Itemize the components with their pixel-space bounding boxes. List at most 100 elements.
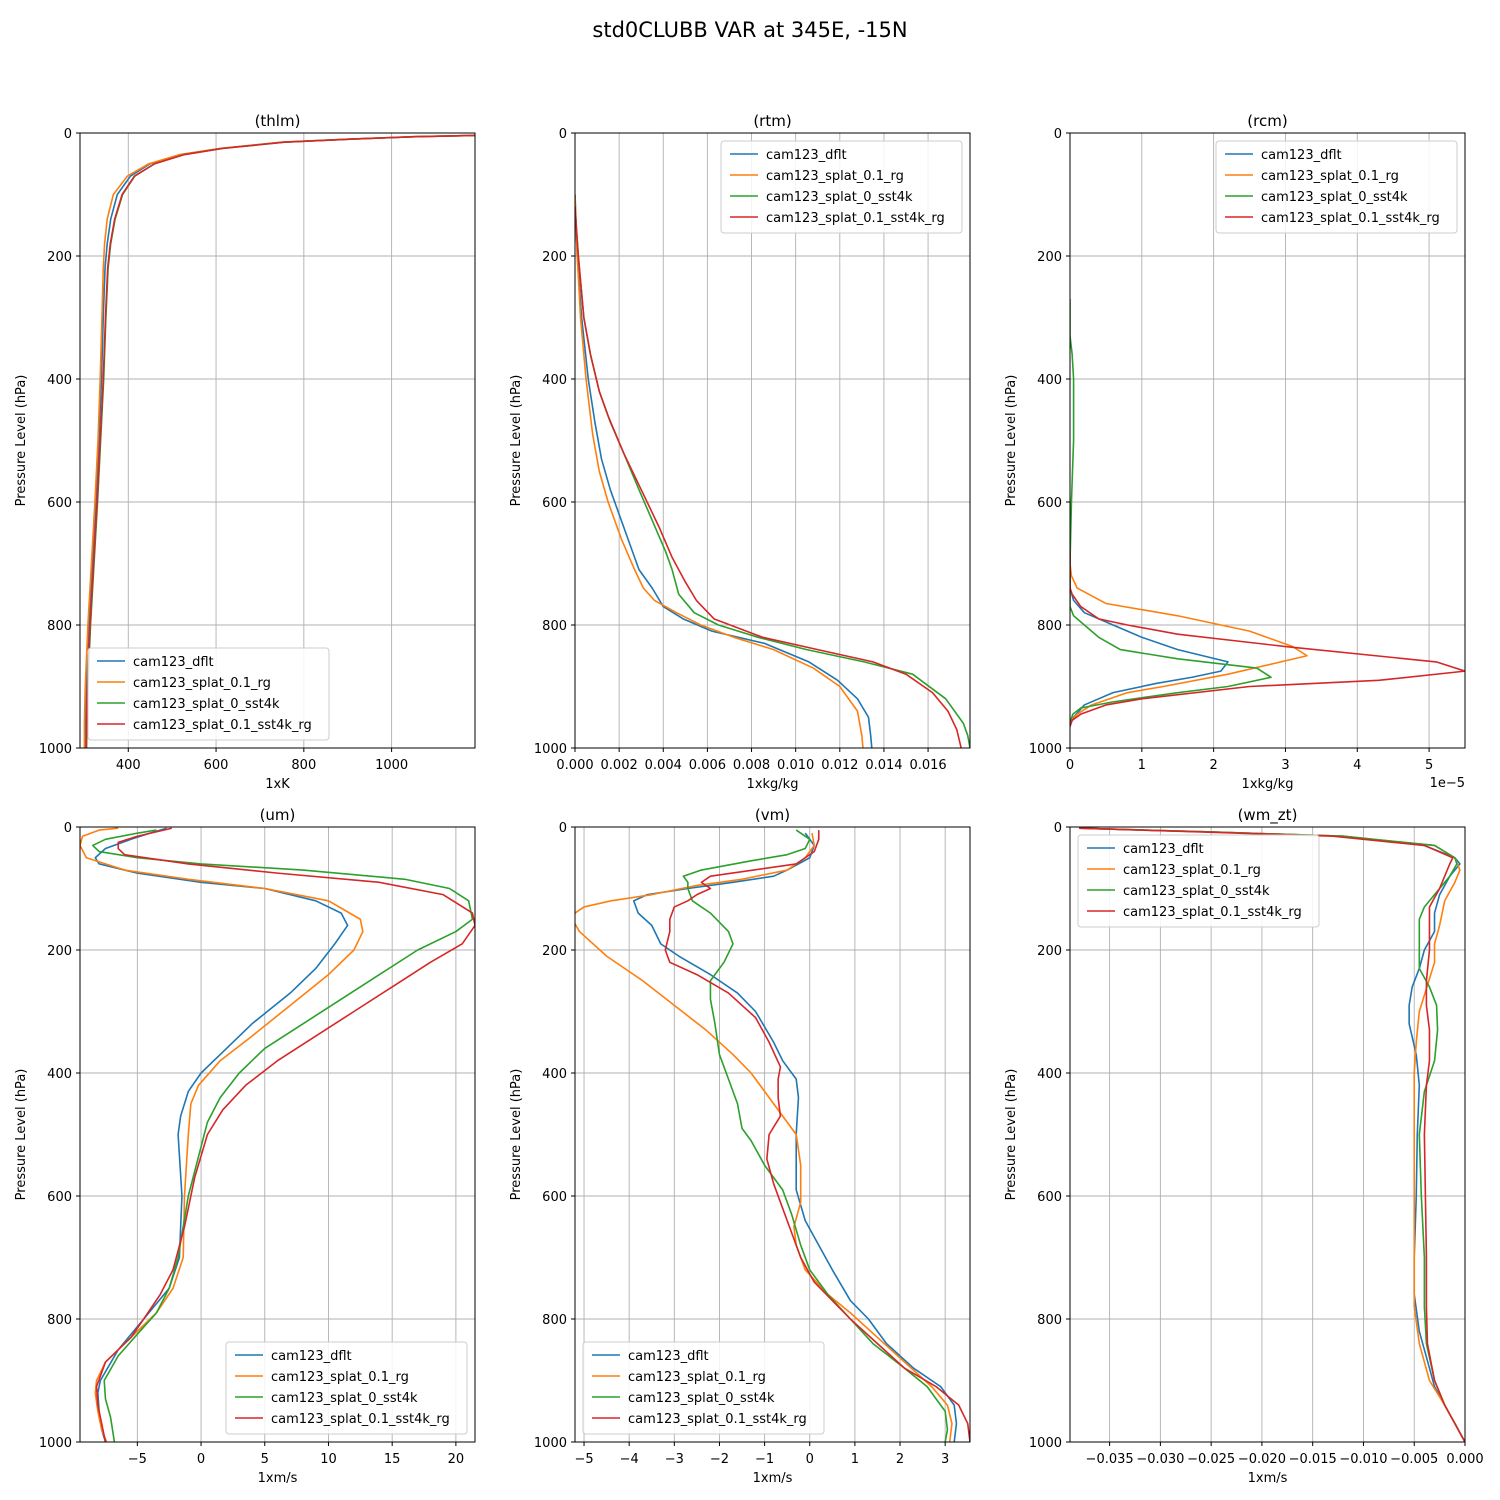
y-tick-label: 200	[542, 250, 567, 265]
legend-label: cam123_splat_0.1_rg	[1261, 169, 1399, 184]
x-tick-label: 0.000	[556, 758, 593, 773]
chart-panel-0: 400 600 800 1000 0 200 400 600 800 1000 (thlm) 1xK P…	[14, 112, 476, 792]
x-tick-label: −4	[620, 1452, 639, 1467]
series-line-cam123_splat_0.1_sst4k_rg	[95, 827, 475, 1442]
legend-label: cam123_splat_0.1_sst4k_rg	[628, 1412, 807, 1427]
y-tick-label: 600	[1037, 496, 1062, 511]
y-axis-label: Pressure Level (hPa)	[14, 375, 29, 507]
x-tick-label: 1	[1138, 758, 1146, 773]
y-tick-label: 0	[1054, 127, 1062, 142]
legend-label: cam123_splat_0.1_rg	[1123, 863, 1261, 878]
x-tick-label: 20	[448, 1452, 465, 1467]
legend-label: cam123_splat_0.1_rg	[628, 1370, 766, 1385]
series-line-cam123_splat_0_sst4k	[682, 829, 949, 1442]
x-tick-label: 5	[1425, 758, 1433, 773]
legend-label: cam123_splat_0_sst4k	[766, 190, 913, 205]
panel-title: (rtm)	[753, 112, 791, 130]
y-tick-label: 200	[47, 250, 72, 265]
y-tick-label: 800	[1037, 619, 1062, 634]
x-tick-label: 5	[261, 1452, 269, 1467]
y-tick-label: 800	[47, 619, 72, 634]
x-tick-label: 1	[851, 1452, 859, 1467]
x-tick-label: 600	[204, 758, 229, 773]
series-line-cam123_dflt	[1070, 532, 1229, 727]
legend: cam123_dflt cam123_splat_0.1_rg cam123_spl…	[1215, 140, 1458, 234]
legend-label: cam123_splat_0_sst4k	[271, 1391, 418, 1406]
panel-title: (um)	[260, 806, 296, 824]
y-tick-label: 1000	[39, 742, 72, 757]
x-axis-label: 1xm/s	[1248, 1471, 1288, 1486]
series-line-cam123_splat_0.1_sst4k_rg	[575, 206, 962, 748]
y-tick-label: 400	[542, 373, 567, 388]
y-tick-label: 0	[559, 821, 567, 836]
plot-frame	[79, 132, 476, 749]
x-tick-label: −0.015	[1289, 1452, 1337, 1467]
x-tick-label: 0	[806, 1452, 814, 1467]
x-axis-label: 1xK	[265, 777, 290, 792]
legend-label: cam123_splat_0.1_rg	[271, 1370, 409, 1385]
x-tick-label: 0.012	[821, 758, 858, 773]
x-tick-label: 400	[116, 758, 141, 773]
x-tick-label: 0.004	[645, 758, 682, 773]
series-line-cam123_splat_0.1_sst4k_rg	[1070, 551, 1465, 727]
legend-label: cam123_dflt	[766, 148, 847, 163]
series-line-cam123_splat_0_sst4k	[1079, 827, 1465, 1442]
x-tick-label: 1000	[375, 758, 408, 773]
chart-panel-4: −5 −4 −3 −2 −1 0 1 2 3 0 200 400 600 800 1000 (vm) 1xm/s…	[509, 806, 971, 1486]
legend-label: cam123_splat_0.1_sst4k_rg	[1261, 211, 1440, 226]
plot-frame	[1069, 826, 1466, 1443]
x-tick-label: −5	[128, 1452, 147, 1467]
legend-label: cam123_splat_0.1_rg	[133, 676, 271, 691]
plot-frame	[79, 826, 476, 1443]
x-tick-label: −0.025	[1187, 1452, 1235, 1467]
x-tick-label: −3	[665, 1452, 684, 1467]
legend-label: cam123_dflt	[271, 1349, 352, 1364]
series-line-cam123_splat_0.1_sst4k_rg	[664, 830, 970, 1442]
y-tick-label: 1000	[534, 742, 567, 757]
x-tick-label: −0.030	[1136, 1452, 1184, 1467]
x-tick-label: 10	[320, 1452, 337, 1467]
x-axis-label: 1xkg/kg	[1242, 777, 1294, 792]
legend-label: cam123_dflt	[628, 1349, 709, 1364]
y-tick-label: 400	[542, 1067, 567, 1082]
legend-box	[582, 1341, 825, 1435]
y-tick-label: 800	[542, 619, 567, 634]
series-line-cam123_splat_0.1_rg	[575, 194, 864, 748]
y-tick-label: 0	[559, 127, 567, 142]
figure-title: std0CLUBB VAR at 345E, -15N	[592, 18, 907, 42]
y-tick-label: 600	[542, 1190, 567, 1205]
legend-label: cam123_splat_0_sst4k	[1123, 884, 1270, 899]
legend-label: cam123_splat_0.1_sst4k_rg	[271, 1412, 450, 1427]
x-tick-label: 2	[1209, 758, 1217, 773]
x-tick-label: 0.014	[865, 758, 902, 773]
series-line-cam123_splat_0_sst4k	[575, 206, 970, 748]
plot-frame	[574, 132, 971, 749]
y-tick-label: 600	[542, 496, 567, 511]
y-tick-label: 200	[47, 944, 72, 959]
x-tick-label: 3	[1281, 758, 1289, 773]
series-line-cam123_dflt	[575, 194, 873, 748]
x-axis-label: 1xkg/kg	[747, 777, 799, 792]
x-tick-label: −0.010	[1339, 1452, 1387, 1467]
x-tick-label: 0.006	[689, 758, 726, 773]
x-tick-label: −0.020	[1238, 1452, 1286, 1467]
y-axis-label: Pressure Level (hPa)	[509, 375, 524, 507]
y-tick-label: 400	[47, 1067, 72, 1082]
legend-label: cam123_splat_0_sst4k	[628, 1391, 775, 1406]
chart-panel-2: 0 1 2 3 4 5 0 200 400 600 800 1000 (rcm) 1xkg/kg Press…	[1004, 112, 1466, 792]
x-tick-label: 4	[1353, 758, 1361, 773]
panel-title: (vm)	[755, 806, 790, 824]
series-line-cam123_dflt	[632, 832, 958, 1442]
legend: cam123_dflt cam123_splat_0.1_rg cam123_spl…	[720, 140, 963, 234]
y-tick-label: 800	[542, 1313, 567, 1328]
legend: cam123_dflt cam123_splat_0.1_rg cam123_spl…	[225, 1341, 468, 1435]
x-axis-label: 1xm/s	[258, 1471, 298, 1486]
x-tick-label: −2	[710, 1452, 729, 1467]
legend-box	[720, 140, 963, 234]
legend-label: cam123_splat_0_sst4k	[133, 697, 280, 712]
y-tick-label: 800	[1037, 1313, 1062, 1328]
y-tick-label: 0	[64, 821, 72, 836]
legend: cam123_dflt cam123_splat_0.1_rg cam123_spl…	[1077, 834, 1320, 928]
legend-label: cam123_splat_0_sst4k	[1261, 190, 1408, 205]
